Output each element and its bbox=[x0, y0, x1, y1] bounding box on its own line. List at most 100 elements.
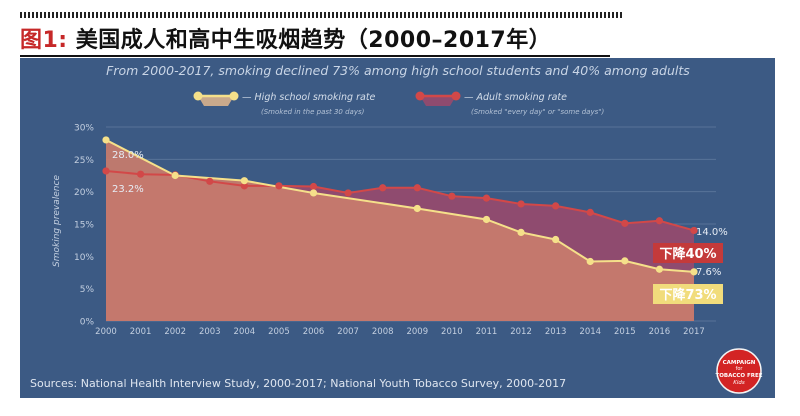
x-tick-label: 2007 bbox=[337, 327, 359, 337]
chart-title: From 2000-2017, smoking declined 73% amo… bbox=[106, 63, 690, 78]
x-tick-label: 2001 bbox=[130, 327, 152, 337]
badge-line-2: for bbox=[736, 366, 744, 372]
legend: — High school smoking rate (Smoked in th… bbox=[193, 91, 604, 116]
x-tick-label: 2017 bbox=[683, 327, 705, 337]
x-tick-label: 2004 bbox=[234, 327, 256, 337]
y-tick-label: 25% bbox=[74, 156, 94, 166]
campaign-badge: CAMPAIGN for TOBACCO FREE Kids bbox=[715, 348, 763, 394]
y-tick-label: 15% bbox=[74, 221, 94, 231]
point-adult bbox=[309, 182, 318, 191]
x-tick-label: 2015 bbox=[614, 327, 636, 337]
x-tick-label: 2014 bbox=[579, 327, 601, 337]
point-adult bbox=[136, 170, 145, 178]
point-high-school bbox=[655, 265, 664, 273]
y-tick-label: 5% bbox=[80, 285, 95, 295]
callout-adult-decline-box bbox=[653, 243, 723, 263]
point-adult bbox=[275, 182, 283, 190]
legend-marker-high-school bbox=[193, 91, 203, 101]
series-lines bbox=[105, 139, 695, 273]
y-tick-label: 20% bbox=[74, 188, 94, 198]
legend-marker-adult bbox=[451, 91, 461, 101]
legend-swatch-adult bbox=[420, 96, 456, 106]
badge-line-4: Kids bbox=[733, 380, 745, 386]
chart-panel: From 2000-2017, smoking declined 73% amo… bbox=[20, 58, 775, 398]
legend-note-adult: (Smoked "every day" or "some days") bbox=[471, 108, 604, 116]
legend-marker-adult bbox=[415, 91, 425, 101]
x-tick-label: 2002 bbox=[164, 327, 186, 337]
legend-swatch-high-school bbox=[198, 96, 234, 106]
point-high-school bbox=[552, 235, 560, 244]
value-labels: 28.0% 23.2% 14.0% 7.6% bbox=[112, 150, 728, 278]
point-adult bbox=[517, 200, 525, 208]
point-high-school bbox=[102, 136, 110, 144]
point-high-school bbox=[171, 171, 179, 180]
label-high-school-end: 7.6% bbox=[696, 267, 721, 278]
legend-item-adult: — Adult smoking rate (Smoked "every day"… bbox=[415, 91, 604, 116]
x-axis: 2000 2001 2002 2003 2004 2005 2006 2007 2008 2009… bbox=[95, 327, 705, 337]
x-tick-label: 2005 bbox=[268, 327, 290, 337]
point-adult bbox=[379, 184, 387, 192]
y-axis: 0% 5% 10% 15% 20% 25% 30% bbox=[74, 124, 94, 328]
point-adult bbox=[413, 184, 421, 192]
point-adult bbox=[448, 192, 456, 200]
x-tick-label: 2006 bbox=[303, 327, 325, 337]
source-note: Sources: National Health Interview Study… bbox=[30, 377, 566, 390]
legend-label-high-school-text: High school smoking rate bbox=[255, 92, 376, 103]
x-tick-label: 2000 bbox=[95, 327, 117, 337]
line-high-school bbox=[105, 139, 695, 273]
label-adult-start: 23.2% bbox=[112, 184, 144, 195]
x-tick-label: 2012 bbox=[510, 327, 532, 337]
point-adult bbox=[690, 226, 698, 235]
point-adult bbox=[240, 182, 248, 190]
point-high-school bbox=[309, 189, 318, 197]
callout-adult-decline-text: 下降40% bbox=[659, 246, 716, 262]
legend-label-high-school: — High school smoking rate bbox=[242, 92, 376, 103]
callout-high-school-decline-text: 下降73% bbox=[659, 287, 716, 303]
smoking-trend-chart: From 2000-2017, smoking declined 73% amo… bbox=[20, 58, 775, 398]
point-high-school bbox=[240, 177, 248, 185]
x-tick-label: 2003 bbox=[199, 327, 221, 337]
x-tick-label: 2010 bbox=[441, 327, 463, 337]
point-adult bbox=[344, 189, 352, 197]
x-tick-label: 2016 bbox=[649, 327, 671, 337]
line-adult bbox=[105, 169, 695, 232]
x-tick-label: 2011 bbox=[476, 327, 498, 337]
badge-line-1: CAMPAIGN bbox=[723, 360, 756, 366]
dotted-rule bbox=[20, 12, 622, 18]
point-high-school bbox=[413, 204, 421, 213]
series-points bbox=[102, 136, 698, 276]
callout-adult-decline: 下降40% bbox=[653, 243, 723, 263]
y-tick-label: 30% bbox=[74, 124, 94, 134]
y-axis-title: Smoking prevalence bbox=[52, 175, 62, 267]
point-high-school bbox=[482, 215, 491, 224]
label-adult-end: 14.0% bbox=[696, 227, 728, 238]
point-high-school bbox=[690, 268, 698, 276]
legend-note-high-school: (Smoked in the past 30 days) bbox=[261, 108, 365, 116]
figure-title-text: 美国成人和高中生吸烟趋势（2000–2017年） bbox=[75, 28, 552, 53]
figure-header: 图1: 美国成人和高中生吸烟趋势（2000–2017年） bbox=[20, 12, 622, 58]
x-tick-label: 2013 bbox=[545, 327, 567, 337]
badge-circle bbox=[716, 348, 762, 394]
figure-label: 图1: bbox=[20, 28, 68, 53]
point-high-school bbox=[517, 228, 525, 237]
point-adult bbox=[621, 219, 629, 227]
title-underline bbox=[20, 55, 610, 57]
point-adult bbox=[655, 217, 664, 225]
point-adult bbox=[482, 194, 491, 202]
point-adult bbox=[552, 202, 560, 210]
point-adult bbox=[586, 208, 594, 216]
point-adult bbox=[206, 177, 214, 185]
label-high-school-start: 28.0% bbox=[112, 150, 144, 161]
legend-item-high-school: — High school smoking rate (Smoked in th… bbox=[193, 91, 376, 116]
y-tick-label: 0% bbox=[80, 318, 95, 328]
legend-marker-high-school bbox=[229, 91, 239, 101]
y-tick-label: 10% bbox=[74, 253, 94, 263]
callout-high-school-decline-box bbox=[653, 284, 723, 304]
x-tick-label: 2009 bbox=[406, 327, 428, 337]
x-tick-label: 2008 bbox=[372, 327, 394, 337]
point-adult bbox=[102, 167, 110, 175]
figure-title: 图1: 美国成人和高中生吸烟趋势（2000–2017年） bbox=[20, 22, 551, 54]
point-high-school bbox=[621, 257, 629, 265]
legend-label-adult: — Adult smoking rate bbox=[464, 92, 567, 103]
